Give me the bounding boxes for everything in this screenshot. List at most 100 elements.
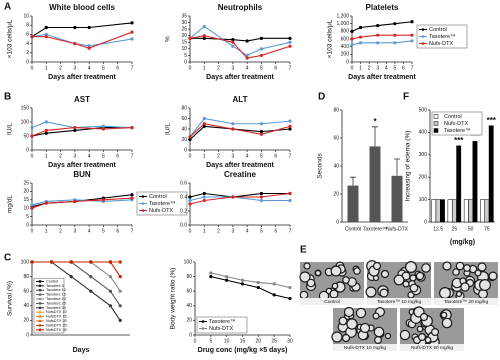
data-point	[231, 44, 235, 48]
y-tick-label: 30	[181, 20, 187, 26]
data-point	[410, 39, 414, 43]
data-point	[30, 126, 34, 130]
x-tick-label: 0	[31, 153, 34, 159]
axon	[384, 332, 392, 340]
series-line	[189, 125, 291, 140]
legend-marker	[38, 328, 42, 332]
x-tick-label: 6	[274, 153, 277, 159]
legend-label: Nufs-DTX	[444, 121, 468, 127]
data-point	[288, 119, 292, 123]
x-tick-label: 3	[376, 65, 379, 71]
data-point	[30, 134, 34, 138]
legend-label: Taxotere™	[444, 128, 471, 134]
axon	[372, 312, 380, 320]
x-tick-label: 1	[203, 228, 206, 234]
axon	[415, 271, 425, 281]
x-tick-label: 5	[393, 65, 396, 71]
data-point	[73, 25, 77, 30]
x-tick-label: 5	[209, 338, 212, 344]
data-point	[130, 30, 134, 34]
bar	[435, 199, 441, 223]
legend-label: NufsDTX 20	[46, 319, 67, 323]
x-tick-label: 7	[131, 65, 134, 71]
legend-box	[416, 24, 468, 49]
x-tick-label: 4	[88, 65, 91, 71]
x-tick-label: 3	[231, 65, 234, 71]
x-tick-label: 2	[59, 65, 62, 71]
legend-marker	[421, 28, 425, 31]
data-point	[69, 260, 73, 264]
legend-swatch	[433, 114, 439, 119]
data-point	[256, 280, 260, 285]
data-point	[259, 47, 264, 51]
bar	[447, 199, 453, 223]
x-tick-label: 1	[359, 65, 362, 71]
x-tick-label: 3	[73, 228, 76, 234]
y-tick-label: 0.6	[180, 180, 187, 186]
axon	[393, 274, 405, 286]
axon	[303, 262, 311, 270]
x-tick-label: 25	[452, 226, 458, 232]
axon	[460, 282, 470, 292]
data-point	[73, 42, 77, 46]
micrograph: Nufs-DTX 20 mg/kg	[399, 306, 464, 351]
axon	[359, 322, 371, 334]
data-point	[256, 285, 260, 290]
data-point	[225, 278, 229, 282]
legend-label: Nufs-DTX	[429, 41, 453, 47]
data-point	[87, 46, 91, 50]
axon	[314, 269, 322, 277]
y-tick-label: 100	[184, 259, 193, 265]
x-tick-label: 4	[385, 65, 388, 71]
legend-label: Taxotere™	[209, 319, 236, 325]
y-tick-label: 60	[186, 289, 192, 295]
legend-label: Nufs-DTX	[209, 326, 233, 332]
data-point	[231, 127, 235, 131]
bar	[480, 199, 485, 223]
legend-label: Taxotere 15	[46, 293, 66, 297]
data-point	[410, 33, 414, 37]
x-tick-label: 6	[274, 65, 277, 71]
data-point	[87, 25, 91, 30]
axis-line	[31, 16, 132, 63]
axon	[419, 312, 429, 322]
y-tick-label: 20	[181, 33, 187, 39]
data-point	[44, 131, 48, 135]
chart-title: AST	[74, 95, 90, 104]
caption: Control	[324, 299, 339, 305]
data-point	[44, 128, 48, 132]
bar	[391, 175, 403, 222]
legend-marker	[38, 315, 42, 318]
x-tick-label: 2	[59, 153, 62, 159]
x-tick-label: 10	[224, 338, 230, 344]
axon	[488, 271, 498, 281]
x-tick-label: Nufs-DTX	[386, 226, 409, 232]
axon	[452, 268, 460, 276]
bar	[463, 199, 469, 223]
data-point	[259, 132, 264, 136]
legend-label: NufsDTX 10	[46, 310, 67, 314]
x-tick-label: 0	[351, 65, 354, 71]
axon	[478, 289, 489, 300]
axon	[372, 261, 382, 271]
data-point	[188, 195, 192, 199]
y-tick-label: 0	[26, 222, 29, 228]
x-tick-label: 5	[102, 228, 105, 234]
legend-marker	[38, 284, 42, 288]
bar	[456, 145, 462, 223]
series-line	[190, 37, 290, 42]
x-tick-label: 30	[287, 338, 293, 344]
chart-title: White blood cells	[49, 3, 115, 12]
data-point	[101, 124, 106, 128]
y-tick-label: 0	[184, 59, 187, 65]
legend-label: Taxotere 25	[46, 301, 66, 305]
y-tick-label: 500	[419, 107, 428, 113]
legend-marker	[421, 35, 425, 38]
data-point	[101, 198, 106, 202]
caption-bg	[400, 344, 464, 351]
legend-label: Control	[444, 114, 462, 120]
x-tick-label: 6	[116, 65, 119, 71]
x-tick-label: 6	[274, 228, 277, 234]
x-tick-label: 6	[402, 65, 405, 71]
